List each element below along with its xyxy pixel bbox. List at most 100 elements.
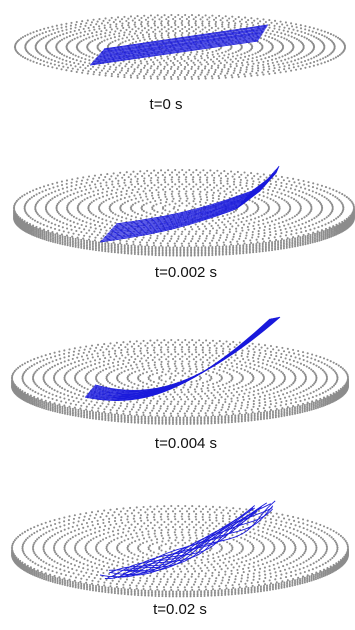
mesh-dot (206, 18, 209, 21)
mesh-dot (105, 405, 108, 408)
mesh-dot (208, 404, 211, 407)
mesh-dot (250, 74, 253, 77)
mesh-dot (172, 395, 175, 398)
mesh-dot (113, 358, 116, 361)
mesh-dot (208, 341, 211, 345)
mesh-dot (113, 251, 116, 254)
mesh-dot (180, 242, 183, 245)
mesh-dot (251, 411, 254, 414)
mesh-dot (91, 51, 94, 54)
mesh-dot (235, 362, 238, 366)
mesh-dot (198, 414, 201, 417)
mesh-dot (81, 20, 84, 23)
mesh-dot (297, 212, 300, 215)
mesh-dot (97, 372, 100, 375)
mesh-dot (75, 70, 78, 74)
mesh-dot (155, 369, 159, 372)
mesh-dot (14, 201, 17, 204)
mesh-dot (129, 340, 132, 343)
mesh-dot (300, 49, 304, 53)
mesh-dot (57, 201, 60, 204)
mesh-dot (161, 239, 164, 242)
mesh-dot (167, 346, 170, 349)
mesh-dot (176, 393, 179, 396)
mesh-dot (212, 382, 215, 385)
mesh-dot (218, 380, 221, 383)
mesh-dot (311, 400, 314, 403)
mesh-dot (172, 249, 175, 252)
mesh-dot (228, 185, 231, 188)
mesh-dot (274, 200, 277, 203)
mesh-dot (177, 237, 180, 240)
mesh-dot (159, 202, 162, 205)
mesh-dot (315, 222, 318, 225)
mesh-dot (31, 389, 34, 392)
mesh-dot (32, 60, 35, 63)
mesh-dot (190, 402, 193, 406)
mesh-dot (171, 180, 174, 184)
mesh-dot (254, 52, 257, 55)
mesh-dot (257, 215, 260, 219)
mesh-dot (193, 63, 196, 66)
mesh-dot (277, 241, 280, 244)
mesh-dot (47, 213, 50, 216)
mesh-dot (140, 352, 143, 355)
mesh-dot (211, 239, 214, 242)
mesh-dot (231, 365, 234, 368)
mesh-dot (79, 35, 82, 38)
mesh-dot (144, 344, 147, 347)
mesh-dot (114, 221, 117, 224)
mesh-dot (335, 190, 338, 193)
mesh-dot (161, 249, 164, 252)
mesh-dot (275, 408, 278, 411)
mesh-dot (12, 206, 16, 209)
mesh-dot (299, 242, 302, 245)
mesh-dot (201, 346, 205, 349)
mesh-dot (329, 39, 332, 42)
mesh-dot (196, 188, 200, 191)
mesh-dot (66, 363, 69, 367)
mesh-dot (117, 182, 120, 185)
mesh-dot (247, 228, 250, 231)
mesh-dot (304, 28, 307, 31)
mesh-dot (121, 37, 124, 40)
mesh-dot (311, 186, 315, 189)
mesh-dot (201, 16, 204, 19)
mesh-dot (204, 251, 207, 254)
mesh-dot (227, 68, 230, 71)
mesh-dot (136, 34, 139, 37)
mesh-dot (110, 16, 113, 19)
mesh-dot (61, 241, 64, 244)
mesh-dot (36, 361, 39, 365)
mesh-dot (91, 356, 94, 359)
mesh-dot (297, 403, 300, 407)
mesh-dot (227, 56, 230, 59)
mesh-dot (208, 28, 211, 31)
mesh-dot (317, 38, 320, 41)
mesh-dot (190, 26, 193, 29)
mesh-dot (258, 247, 261, 250)
mesh-dot (232, 246, 235, 249)
mesh-dot (242, 398, 245, 401)
mesh-dot (131, 72, 134, 75)
mesh-dot (294, 397, 297, 400)
mesh-dot (190, 59, 193, 62)
mesh-dot (285, 231, 288, 234)
mesh-dot (226, 180, 229, 183)
mesh-dot (276, 31, 279, 34)
mesh-dot (140, 185, 143, 188)
mesh-dot (143, 172, 146, 175)
mesh-dot (42, 223, 45, 226)
mesh-dot (285, 240, 288, 243)
mesh-dot (45, 203, 48, 206)
mesh-dot (232, 384, 235, 387)
mesh-dot (209, 379, 212, 382)
mesh-dot (146, 244, 149, 247)
mesh-dot (258, 402, 261, 405)
mesh-dot (197, 65, 200, 68)
mesh-dot (58, 403, 61, 406)
mesh-dot (320, 238, 323, 241)
mesh-dot (158, 395, 161, 398)
mesh-dot (262, 378, 265, 381)
mesh-dot (267, 35, 271, 38)
